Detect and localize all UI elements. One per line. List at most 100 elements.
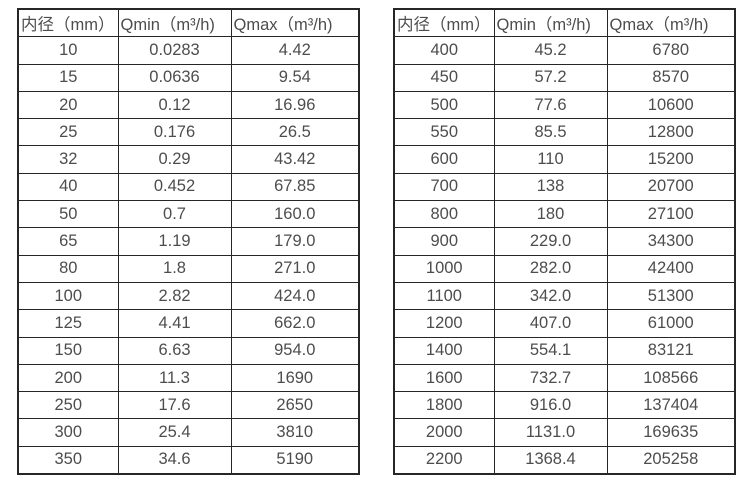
table-cell: 138 [493,172,608,202]
table-cell: 732.7 [493,363,608,393]
table-row: 500 77.6 10600 [393,90,736,120]
table-cell: 50 [17,200,119,229]
table-row: 50 0.7 160.0 [17,200,360,229]
table-cell: 1.19 [117,227,232,256]
table-cell: 100 [17,281,119,311]
table-cell: 1400 [393,336,495,365]
table-cell: 800 [393,200,495,229]
table-cell: 0.176 [117,118,232,147]
table-row: 2200 1368.4 205258 [393,445,736,475]
table-row: 2000 1131.0 169635 [393,418,736,447]
table-cell: 954.0 [230,336,360,365]
table-cell: 8570 [606,63,736,92]
table-cell: 205258 [606,445,736,475]
column-header: Qmax（m³/h) [606,8,736,38]
table-cell: 554.1 [493,336,608,365]
table-row: 1000 282.0 42400 [393,254,736,283]
table-cell: 2200 [393,445,495,475]
table-row: 15 0.0636 9.54 [17,63,360,92]
table-cell: 32 [17,145,119,174]
table-row: 550 85.5 12800 [393,118,736,147]
table-cell: 45.2 [493,36,608,65]
table-row: 400 45.2 6780 [393,36,736,65]
table-row: 80 1.8 271.0 [17,254,360,283]
table-cell: 200 [17,363,119,393]
table-cell: 350 [17,445,119,475]
table-row: 450 57.2 8570 [393,63,736,92]
table-cell: 1368.4 [493,445,608,475]
table-cell: 271.0 [230,254,360,283]
table-cell: 57.2 [493,63,608,92]
table-row: 300 25.4 3810 [17,418,360,447]
table-cell: 229.0 [493,227,608,256]
table-cell: 43.42 [230,145,360,174]
table-cell: 250 [17,391,119,420]
table-cell: 1131.0 [493,418,608,447]
table-cell: 108566 [606,363,736,393]
table-cell: 0.7 [117,200,232,229]
table-cell: 450 [393,63,495,92]
table-cell: 61000 [606,309,736,338]
table-cell: 550 [393,118,495,147]
table-row: 1400 554.1 83121 [393,336,736,365]
table-cell: 4.42 [230,36,360,65]
table-row: 250 17.6 2650 [17,391,360,420]
table-cell: 40 [17,172,119,202]
table-cell: 179.0 [230,227,360,256]
table-cell: 16.96 [230,90,360,120]
flow-table-small-diameters: 内径（mm） Qmin（m³/h) Qmax（m³/h) 10 0.0283 4.42 15… [17,8,360,476]
table-row: 600 110 15200 [393,145,736,174]
table-cell: 10600 [606,90,736,120]
table-cell: 83121 [606,336,736,365]
table-row: 1600 732.7 108566 [393,363,736,393]
header-row: 内径（mm） Qmin（m³/h) Qmax（m³/h) [393,8,736,38]
table-cell: 500 [393,90,495,120]
table-cell: 916.0 [493,391,608,420]
table-cell: 15200 [606,145,736,174]
table-cell: 26.5 [230,118,360,147]
table-row: 25 0.176 26.5 [17,118,360,147]
flow-table-large-diameters: 内径（mm） Qmin（m³/h) Qmax（m³/h) 400 45.2 6780 450… [393,8,736,476]
table-row: 700 138 20700 [393,172,736,202]
table-cell: 10 [17,36,119,65]
table-cell: 662.0 [230,309,360,338]
table-cell: 407.0 [493,309,608,338]
table-cell: 25.4 [117,418,232,447]
table-cell: 0.29 [117,145,232,174]
table-cell: 15 [17,63,119,92]
table-cell: 342.0 [493,281,608,311]
header-row: 内径（mm） Qmin（m³/h) Qmax（m³/h) [17,8,360,38]
table-cell: 34300 [606,227,736,256]
column-header: 内径（mm） [17,8,119,38]
table-cell: 125 [17,309,119,338]
table-row: 40 0.452 67.85 [17,172,360,202]
table-cell: 1200 [393,309,495,338]
table-cell: 77.6 [493,90,608,120]
table-row: 20 0.12 16.96 [17,90,360,120]
table-cell: 180 [493,200,608,229]
table-cell: 137404 [606,391,736,420]
table-row: 1200 407.0 61000 [393,309,736,338]
table-row: 900 229.0 34300 [393,227,736,256]
table-cell: 4.41 [117,309,232,338]
table-cell: 160.0 [230,200,360,229]
table-cell: 27100 [606,200,736,229]
table-cell: 34.6 [117,445,232,475]
table-cell: 282.0 [493,254,608,283]
column-header: Qmin（m³/h) [493,8,608,38]
table-cell: 2.82 [117,281,232,311]
table-cell: 150 [17,336,119,365]
table-cell: 1690 [230,363,360,393]
table-row: 32 0.29 43.42 [17,145,360,174]
table-cell: 85.5 [493,118,608,147]
table-cell: 80 [17,254,119,283]
table-cell: 300 [17,418,119,447]
table-cell: 5190 [230,445,360,475]
table-cell: 11.3 [117,363,232,393]
table-cell: 0.452 [117,172,232,202]
table-cell: 1000 [393,254,495,283]
table-cell: 0.0283 [117,36,232,65]
table-row: 800 180 27100 [393,200,736,229]
table-row: 1100 342.0 51300 [393,281,736,311]
